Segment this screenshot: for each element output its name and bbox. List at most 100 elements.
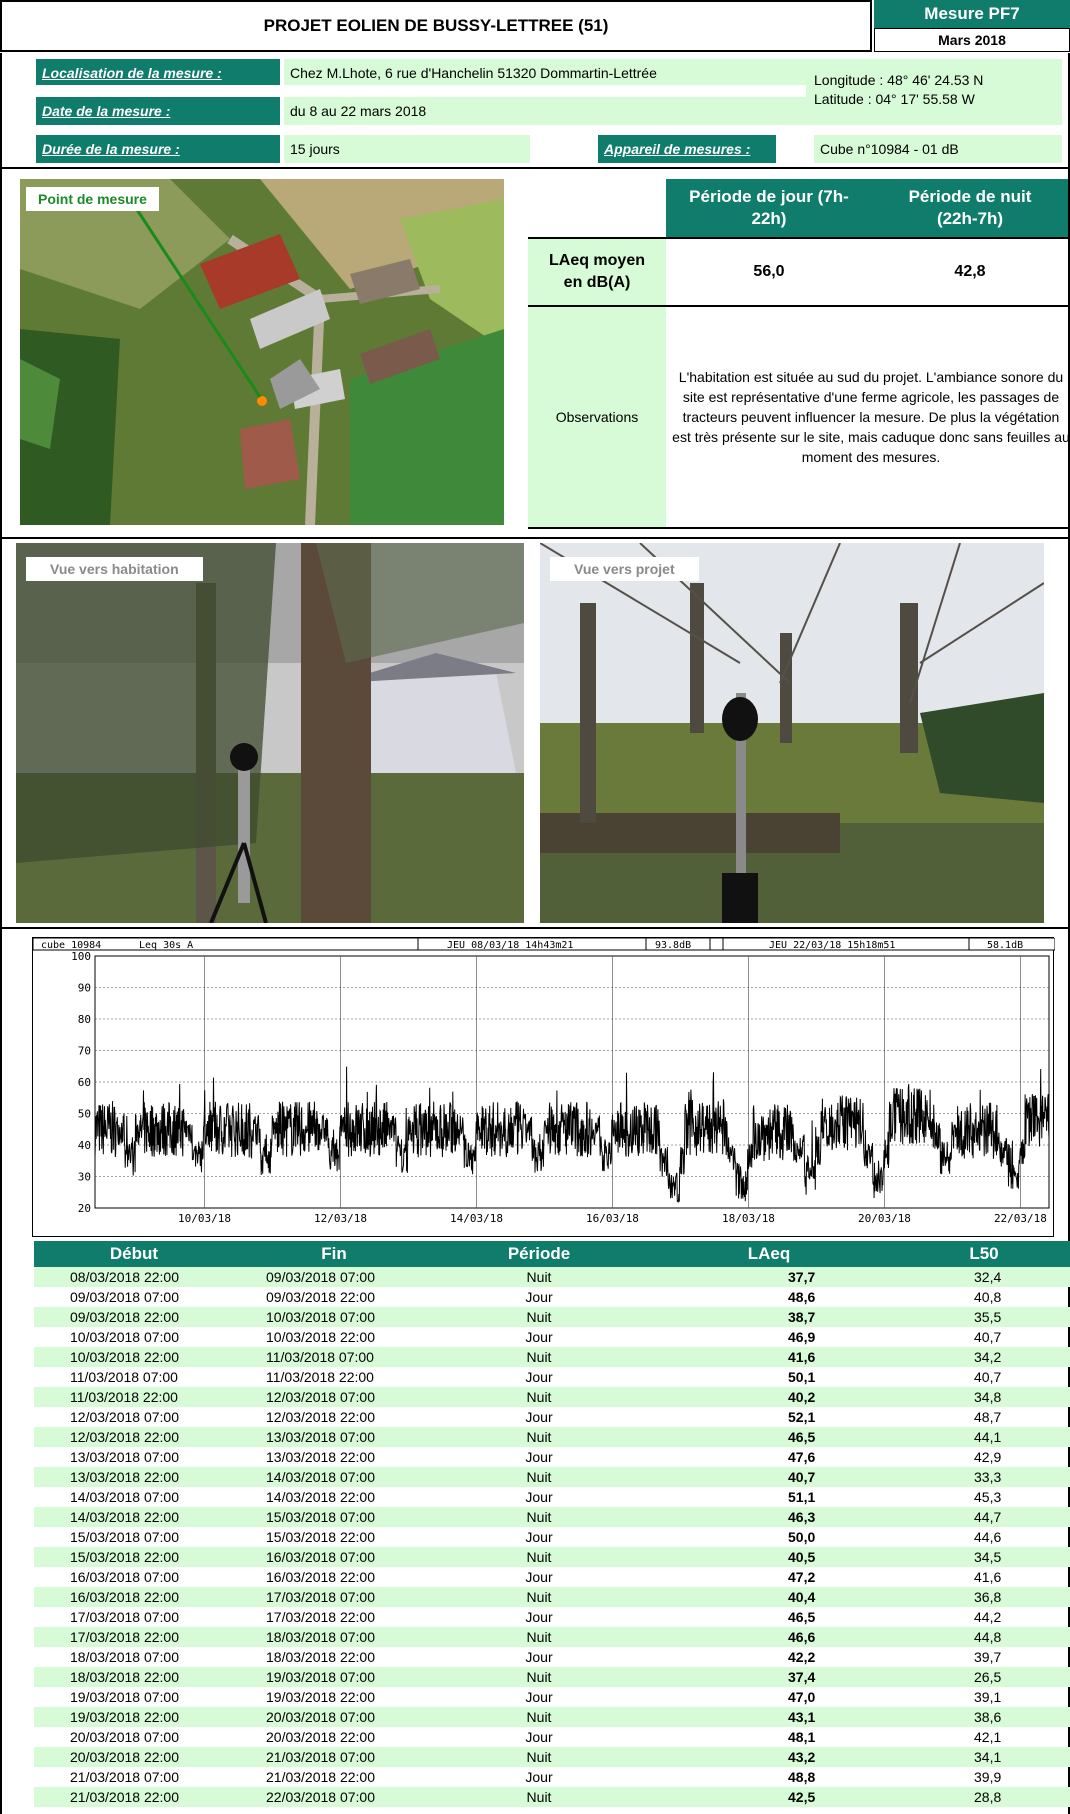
summary-header-night: Période de nuit (22h-7h) — [872, 179, 1068, 237]
l50-cell: 32,4 — [894, 1267, 1070, 1287]
chart-y-tick-label: 50 — [78, 1108, 91, 1121]
table-row: 13/03/2018 07:00 13/03/2018 22:00 Jour 47,6… — [34, 1447, 1070, 1467]
end-cell: 11/03/2018 22:00 — [266, 1369, 374, 1385]
chart-series-line — [94, 1066, 1050, 1204]
period-cell: Jour — [525, 1769, 553, 1785]
chart-y-tick-label: 20 — [78, 1202, 91, 1215]
chart-grid — [94, 955, 1050, 1209]
start-cell: 18/03/2018 22:00 — [34, 1667, 234, 1687]
measure-code-box: Mesure PF7 — [874, 0, 1070, 28]
end-cell: 15/03/2018 22:00 — [266, 1529, 375, 1545]
measure-date: Mars 2018 — [938, 32, 1006, 48]
l50-cell: 34,2 — [894, 1347, 1070, 1367]
start-cell: 20/03/2018 22:00 — [34, 1747, 234, 1767]
end-cell: 11/03/2018 07:00 — [234, 1347, 434, 1367]
chart-x-tick-label: 16/03/18 — [586, 1212, 639, 1225]
laeq-cell: 46,3 — [644, 1507, 894, 1527]
l50-cell: 36,8 — [894, 1587, 1070, 1607]
laeq-cell: 47,2 — [788, 1569, 816, 1585]
period-cell: Nuit — [434, 1347, 644, 1367]
table-header-end: Fin — [234, 1241, 434, 1267]
laeq-cell: 47,6 — [788, 1449, 816, 1465]
table-row: 14/03/2018 22:00 15/03/2018 07:00 Nuit 46,3… — [34, 1507, 1070, 1527]
laeq-cell: 41,6 — [644, 1347, 894, 1367]
end-cell: 09/03/2018 07:00 — [234, 1267, 434, 1287]
laeq-cell: 40,2 — [644, 1387, 894, 1407]
l50-cell: 39,9 — [974, 1769, 1002, 1785]
start-cell: 15/03/2018 22:00 — [34, 1547, 234, 1567]
start-cell: 21/03/2018 07:00 — [70, 1769, 179, 1785]
laeq-cell: 40,7 — [644, 1467, 894, 1487]
end-cell: 10/03/2018 07:00 — [234, 1307, 434, 1327]
chart-x-tick-label: 10/03/18 — [178, 1212, 231, 1225]
table-header-laeq: LAeq — [644, 1241, 894, 1267]
end-cell: 17/03/2018 07:00 — [234, 1587, 434, 1607]
chart-svg: cube_10984 Leq 30s A JEU 08/03/18 14h43m… — [32, 937, 1056, 1225]
chart-y-tick-label: 40 — [78, 1139, 91, 1152]
table-row: 15/03/2018 07:00 15/03/2018 22:00 Jour 50,0… — [34, 1527, 1070, 1547]
period-cell: Nuit — [434, 1267, 644, 1287]
end-cell: 12/03/2018 22:00 — [266, 1409, 375, 1425]
period-cell: Jour — [525, 1689, 553, 1705]
period-cell: Jour — [525, 1289, 553, 1305]
start-cell: 09/03/2018 07:00 — [70, 1289, 179, 1305]
start-cell: 10/03/2018 22:00 — [34, 1347, 234, 1367]
table-row: 10/03/2018 07:00 10/03/2018 22:00 Jour 46,9… — [34, 1327, 1070, 1347]
end-cell: 22/03/2018 07:00 — [234, 1787, 434, 1807]
laeq-cell: 51,1 — [788, 1489, 816, 1505]
chart-y-tick-label: 70 — [78, 1045, 91, 1058]
aerial-map-image — [20, 179, 504, 525]
l50-cell: 44,6 — [974, 1529, 1002, 1545]
summary-col-night: Période de nuit (22h-7h) — [908, 187, 1032, 228]
period-cell: Nuit — [434, 1747, 644, 1767]
laeq-cell: 48,1 — [788, 1729, 816, 1745]
summary-row-label-box: LAeq moyen en dB(A) — [528, 239, 666, 305]
period-cell: Nuit — [434, 1547, 644, 1567]
period-cell: Nuit — [434, 1387, 644, 1407]
period-cell: Jour — [525, 1489, 553, 1505]
chart-x-tick-label: 14/03/18 — [450, 1212, 503, 1225]
end-cell: 13/03/2018 22:00 — [266, 1449, 375, 1465]
summary-night-value: 42,8 — [954, 263, 986, 280]
summary-bottom-border — [528, 527, 1070, 529]
summary-header-day: Période de jour (7h-22h) — [666, 179, 872, 237]
laeq-cell: 47,0 — [788, 1689, 816, 1705]
start-cell: 16/03/2018 22:00 — [34, 1587, 234, 1607]
period-cell: Nuit — [434, 1707, 644, 1727]
end-cell: 10/03/2018 22:00 — [266, 1329, 375, 1345]
start-cell: 12/03/2018 07:00 — [70, 1409, 179, 1425]
table-row: 18/03/2018 22:00 19/03/2018 07:00 Nuit 37,4… — [34, 1667, 1070, 1687]
end-cell: 09/03/2018 22:00 — [266, 1289, 375, 1305]
chart-frame: cube_10984 Leq 30s A JEU 08/03/18 14h43m… — [32, 937, 1056, 1237]
start-cell: 15/03/2018 07:00 — [70, 1529, 179, 1545]
chart-start-level: 93.8dB — [655, 940, 691, 951]
chart-x-tick-label: 22/03/18 — [994, 1212, 1047, 1225]
photo-projet: Vue vers projet — [540, 543, 1044, 923]
duration-label: Durée de la mesure : — [36, 135, 280, 163]
start-cell: 08/03/2018 22:00 — [34, 1267, 234, 1287]
chart-x-tick-label: 12/03/18 — [314, 1212, 367, 1225]
laeq-cell: 52,1 — [788, 1409, 816, 1425]
period-cell: Jour — [525, 1529, 553, 1545]
chart-y-tick-label: 90 — [78, 982, 91, 995]
end-cell: 18/03/2018 22:00 — [266, 1649, 375, 1665]
summary-row: LAeq moyen en dB(A) 56,0 42,8 — [528, 237, 1070, 307]
info-block: Localisation de la mesure : Chez M.Lhote… — [0, 53, 1070, 169]
start-cell: 09/03/2018 22:00 — [34, 1307, 234, 1327]
laeq-cell: 37,4 — [644, 1667, 894, 1687]
l50-cell: 45,3 — [974, 1489, 1002, 1505]
l50-cell: 44,7 — [894, 1507, 1070, 1527]
duration-value: 15 jours — [284, 135, 530, 163]
table-row: 16/03/2018 22:00 17/03/2018 07:00 Nuit 40,4… — [34, 1587, 1070, 1607]
table-header-row: Début Fin Période LAeq L50 — [34, 1241, 1070, 1267]
table-row: 08/03/2018 22:00 09/03/2018 07:00 Nuit 37,7… — [34, 1267, 1070, 1287]
laeq-cell: 46,5 — [788, 1609, 816, 1625]
start-cell: 13/03/2018 07:00 — [70, 1449, 179, 1465]
laeq-cell: 50,0 — [788, 1529, 816, 1545]
l50-cell: 34,5 — [894, 1547, 1070, 1567]
table-row: 15/03/2018 22:00 16/03/2018 07:00 Nuit 40,5… — [34, 1547, 1070, 1567]
chart-x-ticks: 10/03/18 12/03/18 14/03/18 16/03/18 18/03/18… — [178, 1212, 1047, 1225]
location-value: Chez M.Lhote, 6 rue d'Hanchelin 51320 Do… — [284, 59, 806, 85]
observations-label-box: Observations — [528, 307, 666, 527]
summary-row-label: LAeq moyen en dB(A) — [548, 252, 645, 291]
